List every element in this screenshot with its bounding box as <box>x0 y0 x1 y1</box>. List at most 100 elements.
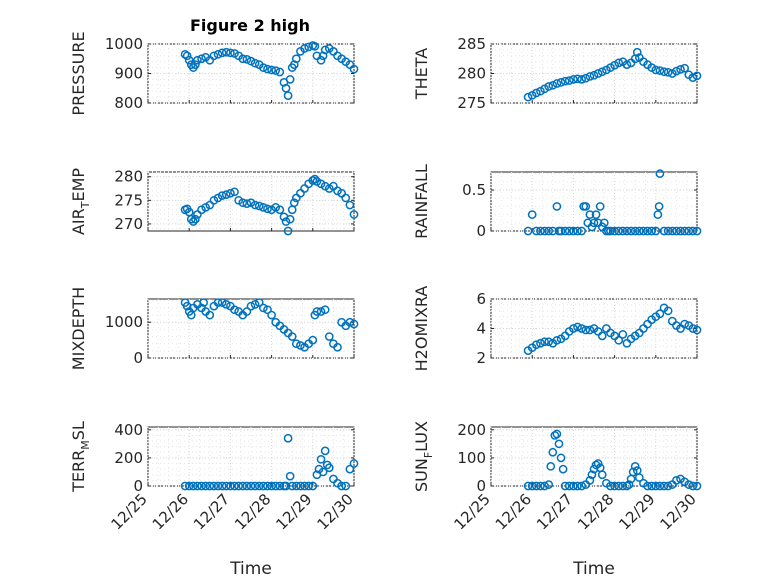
mixdepth-data-point <box>296 341 305 350</box>
sun_flux-data-point <box>655 481 665 491</box>
theta-y-tick-label: 285 <box>457 35 486 53</box>
sun_flux-axes-box <box>490 426 698 487</box>
sun_flux-data-point <box>550 431 560 440</box>
pressure-data-point <box>275 67 285 77</box>
terr_msl-y-tick-label: 400 <box>114 421 143 439</box>
terr_msl-data-point <box>193 481 202 491</box>
mixdepth-y-tick-label: 1000 <box>105 313 143 331</box>
theta-data-point <box>581 73 591 83</box>
pressure-data-point <box>271 66 281 75</box>
h2omixra-data-point <box>655 309 665 319</box>
rainfall-data-point <box>672 226 681 236</box>
sun_flux-data-point <box>569 481 578 491</box>
rainfall-y-tick-label: 0.5 <box>462 181 486 199</box>
rainfall-data-point <box>581 202 591 211</box>
air_temp-data-point <box>341 193 351 203</box>
pressure-data-point <box>191 60 200 70</box>
sun_flux-data-point <box>536 481 545 491</box>
rainfall-data-point <box>639 226 648 236</box>
rainfall-data-point <box>618 226 628 236</box>
terr_msl-data-point <box>242 481 252 491</box>
sun_flux-data-point <box>548 447 558 457</box>
pressure-data-point <box>316 55 326 65</box>
h2omixra-data-point <box>573 322 582 332</box>
pressure-data-point <box>209 51 219 61</box>
sun_flux-data-point <box>651 481 661 491</box>
theta-data-point <box>552 79 562 88</box>
terr_msl-data-point <box>341 481 351 491</box>
sun_flux-y-tick-label: 0 <box>476 477 486 495</box>
mixdepth-data-point <box>199 298 208 307</box>
rainfall-data-point <box>544 226 554 236</box>
rainfall-data-point <box>595 202 605 211</box>
theta-data-point <box>585 72 595 81</box>
h2omixra-series <box>523 303 702 355</box>
air_temp-data-point <box>259 203 268 212</box>
sun_flux-data-point <box>544 480 554 489</box>
sun_flux-data-point <box>647 481 657 491</box>
air_temp-y-tick-label: 270 <box>114 215 143 233</box>
mixdepth-series <box>180 298 359 352</box>
sun_flux-data-point <box>523 481 533 491</box>
sun_flux-data-point <box>589 464 599 474</box>
terr_msl-data-point <box>184 481 194 491</box>
pressure-data-point <box>221 47 231 57</box>
terr_msl-data-point <box>250 481 260 491</box>
air_temp-data-point <box>263 204 272 214</box>
theta-data-point <box>569 75 578 84</box>
air_temp-y-axis-label-sub: T <box>79 201 92 209</box>
mixdepth-data-point <box>333 342 342 352</box>
pressure-data-point <box>217 48 227 58</box>
terr_msl-data-point <box>238 481 248 491</box>
terr_msl-data-point <box>234 481 243 491</box>
theta-data-point <box>573 74 582 84</box>
pressure-y-axis-label-main: PRESSURE <box>69 31 88 115</box>
subplot-air_temp: 270 275 280 AIRTEMP <box>69 168 359 236</box>
sun_flux-data-point <box>552 429 562 439</box>
air_temp-y-axis-label: AIRTEMP <box>69 168 92 235</box>
rainfall-data-point <box>622 226 632 236</box>
terr_msl-data-point <box>217 481 227 491</box>
terr_msl-data-point <box>287 481 297 491</box>
rainfall-data-point <box>556 226 566 236</box>
h2omixra-y-axis-label-main: H2OMIXRA <box>412 286 431 372</box>
pressure-data-point <box>320 45 330 55</box>
pressure-data-point <box>259 63 268 72</box>
mixdepth-y-tick-label: 0 <box>133 349 143 367</box>
theta-y-tick-label: 280 <box>457 65 486 83</box>
h2omixra-y-axis-label: H2OMIXRA <box>412 286 431 372</box>
pressure-data-point <box>267 65 276 75</box>
theta-data-point <box>632 47 642 57</box>
air_temp-data-point <box>250 200 260 210</box>
air_temp-data-point <box>254 201 264 211</box>
x-axis-label-left: Time <box>229 559 272 579</box>
theta-data-point <box>531 88 541 98</box>
subplot-pressure: 800 900 1000 PRESSURE <box>69 31 359 116</box>
pressure-y-tick-label: 900 <box>114 65 143 83</box>
rainfall-series <box>523 169 702 236</box>
theta-data-point <box>556 78 566 87</box>
h2omixra-data-point <box>577 324 586 333</box>
sun_flux-data-point <box>610 481 619 491</box>
theta-data-point <box>593 69 603 78</box>
pressure-data-point <box>250 58 260 68</box>
sun_flux-data-point <box>614 481 624 491</box>
mixdepth-data-point <box>263 305 272 315</box>
h2omixra-data-point <box>544 337 554 347</box>
h2omixra-y-tick-label: 4 <box>476 320 486 338</box>
sun_flux-data-point <box>573 481 582 491</box>
sun_flux-y-axis-label-main: SUN <box>412 458 431 492</box>
pressure-data-point <box>304 42 314 52</box>
pressure-data-point <box>283 91 293 100</box>
rainfall-data-point <box>634 226 644 236</box>
mixdepth-data-point <box>287 332 297 341</box>
terr_msl-data-point <box>275 481 285 491</box>
theta-data-point <box>672 66 681 76</box>
mixdepth-data-point <box>320 305 330 315</box>
sun_flux-data-point <box>663 481 673 491</box>
mixdepth-y-axis-label: MIXDEPTH <box>69 287 88 370</box>
h2omixra-data-point <box>680 319 689 329</box>
terr_msl-data-point <box>180 481 190 491</box>
sun_flux-data-point <box>643 481 652 491</box>
sun_flux-data-point <box>577 481 586 491</box>
